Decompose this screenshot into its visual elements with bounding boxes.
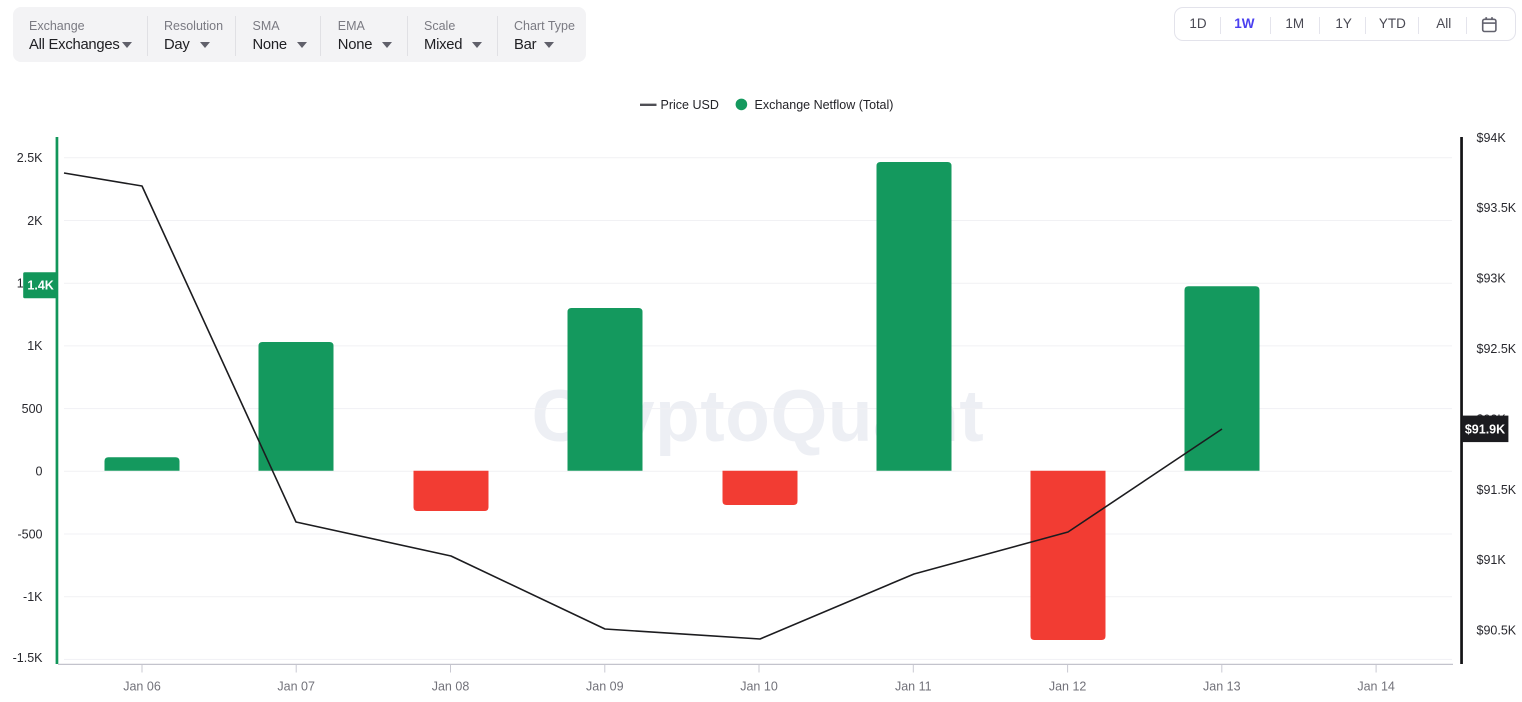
svg-text:1.4K: 1.4K [27,279,53,293]
svg-text:Jan 14: Jan 14 [1357,679,1395,693]
svg-text:Jan 12: Jan 12 [1049,679,1087,693]
svg-text:-500: -500 [17,527,42,541]
svg-text:$91K: $91K [1477,553,1507,567]
svg-text:0: 0 [36,465,43,479]
svg-text:$93K: $93K [1477,272,1507,286]
svg-text:Jan 10: Jan 10 [740,679,778,693]
svg-text:Jan 11: Jan 11 [895,679,932,693]
svg-text:$93.5K: $93.5K [1477,201,1517,215]
svg-text:$92.5K: $92.5K [1477,342,1517,356]
svg-text:500: 500 [22,402,43,416]
svg-text:$90.5K: $90.5K [1477,624,1517,638]
svg-text:Jan 09: Jan 09 [586,679,624,693]
svg-text:$91.9K: $91.9K [1465,423,1505,437]
svg-text:Jan 06: Jan 06 [123,679,161,693]
svg-text:Jan 08: Jan 08 [432,679,470,693]
svg-text:-1K: -1K [23,590,43,604]
svg-text:Jan 13: Jan 13 [1203,679,1241,693]
svg-text:$94K: $94K [1477,131,1507,145]
svg-text:2.5K: 2.5K [17,151,43,165]
svg-text:$91.5K: $91.5K [1477,483,1517,497]
svg-text:2K: 2K [27,214,43,228]
svg-text:Exchange Netflow (Total): Exchange Netflow (Total) [755,98,894,112]
svg-text:-1.5K: -1.5K [13,651,44,665]
svg-text:Jan 07: Jan 07 [277,679,315,693]
svg-text:1K: 1K [27,339,43,353]
svg-text:Price USD: Price USD [661,98,719,112]
